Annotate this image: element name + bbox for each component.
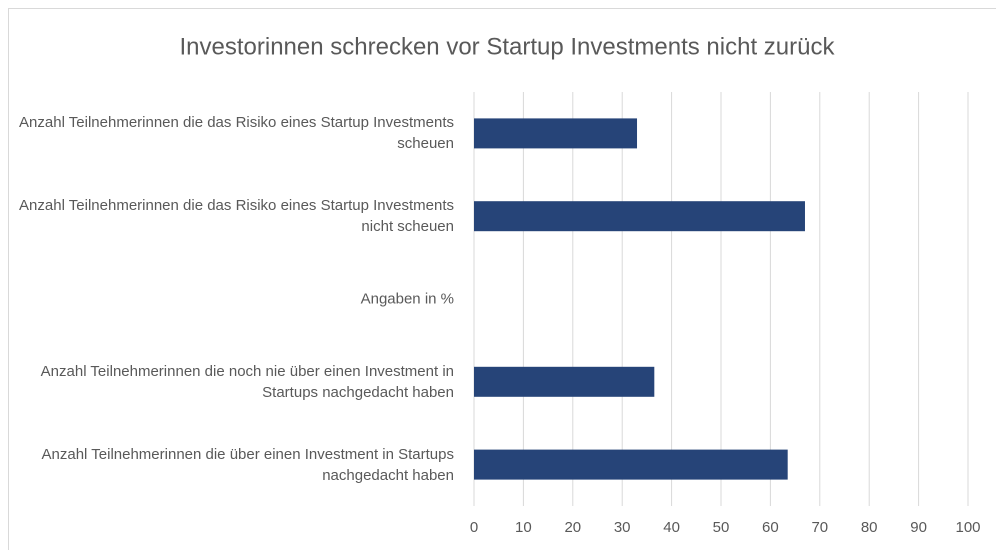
x-tick-label: 60 <box>762 519 779 536</box>
x-tick-label: 100 <box>955 519 980 536</box>
y-tick-label: Anzahl Teilnehmerinnen die das Risiko ei… <box>19 114 454 153</box>
x-tick-label: 80 <box>861 519 878 536</box>
x-tick-label: 70 <box>811 519 828 536</box>
x-tick-label: 40 <box>663 519 680 536</box>
chart-border <box>8 8 996 550</box>
x-tick-label: 10 <box>515 519 532 536</box>
y-tick-label: Angaben in % <box>360 290 454 308</box>
bar <box>474 366 655 397</box>
x-tick-label: 20 <box>564 519 581 536</box>
chart-title: Investorinnen schrecken vor Startup Inve… <box>180 33 836 60</box>
x-tick-label: 30 <box>614 519 631 536</box>
y-tick-label: Anzahl Teilnehmerinnen die das Risiko ei… <box>19 197 454 236</box>
bar <box>474 201 805 232</box>
x-tick-label: 50 <box>713 519 730 536</box>
y-tick-label: Anzahl Teilnehmerinnen die noch nie über… <box>40 362 454 401</box>
x-tick-label: 0 <box>470 519 478 536</box>
x-tick-label: 90 <box>910 519 927 536</box>
bar <box>474 118 638 149</box>
bar <box>474 449 788 480</box>
y-tick-label: Anzahl Teilnehmerinnen die über einen In… <box>41 445 454 484</box>
